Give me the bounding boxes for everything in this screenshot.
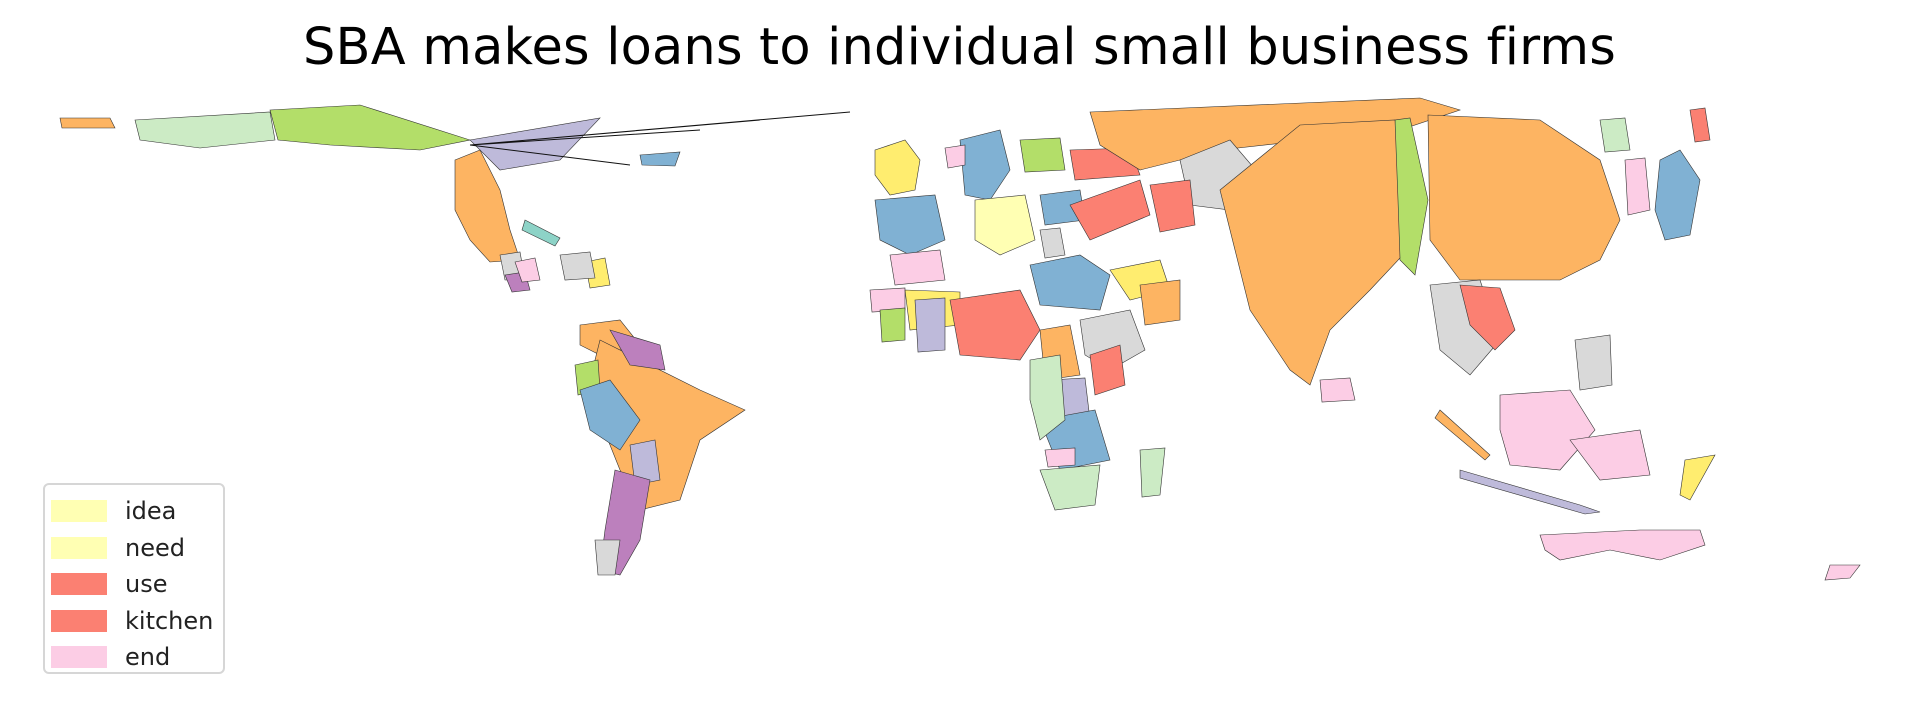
legend-label-idea: idea [125,497,177,526]
region-pacific-pink [1569,429,1651,481]
legend-label-need: need [125,533,185,562]
legend-item-end: end [45,639,223,676]
region-scandinavia-blue [959,129,1011,201]
legend-swatch-use [51,573,107,596]
region-india-china-orange [1219,119,1401,386]
region-germany-paleyellow [974,194,1036,256]
legend-swatch-end [51,646,107,669]
region-madagascar-lightgreen [1139,447,1166,498]
legend-item-need: need [45,530,223,567]
region-asia-orange-strip [1434,409,1491,461]
map-title: SBA makes loans to individual small busi… [302,18,1617,77]
legend-item-use: use [45,566,223,603]
legend-label-end: end [125,643,171,672]
region-indonesia-pink [1499,389,1596,471]
legend-item-idea: idea [45,493,223,530]
region-venezuela-purple [609,329,666,371]
region-africa-pink-south [1044,447,1076,468]
legend-swatch-need [51,536,107,559]
region-japan-blue [1654,149,1701,241]
region-turkey-blue [1029,254,1111,311]
region-east-red [1069,179,1151,241]
region-asia-lavender-strip [1459,469,1601,515]
region-peru-blue [579,379,641,451]
region-patagonia-gray [594,539,621,576]
region-far-east-red [1689,107,1711,143]
region-iran-orange [1139,279,1181,326]
legend-swatch-idea [51,500,107,523]
region-png-yellow [1679,454,1716,501]
region-greenland [134,111,276,149]
region-nz-pink [1824,564,1861,581]
region-caucasus-red [1149,179,1196,233]
region-italy-gray [1039,227,1066,259]
region-canada [269,104,472,151]
region-nigeria-red [949,289,1041,361]
region-ethiopia-red [1089,344,1126,396]
legend-label-kitchen: kitchen [125,606,214,635]
region-europe-green [1019,137,1066,173]
region-uk-yellow [874,139,921,196]
legend-label-use: use [125,570,168,599]
legend-swatch-kitchen [51,609,107,632]
region-africa-lavender [914,297,946,353]
region-thailand-red [1459,284,1516,351]
region-caribbean-teal [521,219,561,247]
region-far-east-green [1599,117,1631,153]
region-alaska [59,117,116,129]
region-congo-green [1029,354,1066,441]
region-iberia-pink [889,249,946,286]
legend-item-kitchen: kitchen [45,603,223,640]
region-europe-blue-w [874,194,946,256]
region-caribbean-gray [559,251,596,281]
region-australia-pink [1539,529,1706,561]
region-sri-lanka-pink [1319,377,1356,403]
region-central-pink [514,257,541,283]
region-europe-pink [944,144,966,169]
region-philippines-gray [1574,334,1613,391]
region-north-fan [469,117,601,171]
region-south-africa-lightgreen [1039,464,1101,511]
region-china-east-orange [1427,114,1621,281]
region-arctic-blue [639,151,681,167]
region-north-strands [469,111,851,166]
region-korea-pink [1624,157,1651,216]
region-bolivia-lavender [629,439,661,486]
region-africa-green [879,307,906,343]
map-legend: idea need use kitchen end [43,483,225,674]
